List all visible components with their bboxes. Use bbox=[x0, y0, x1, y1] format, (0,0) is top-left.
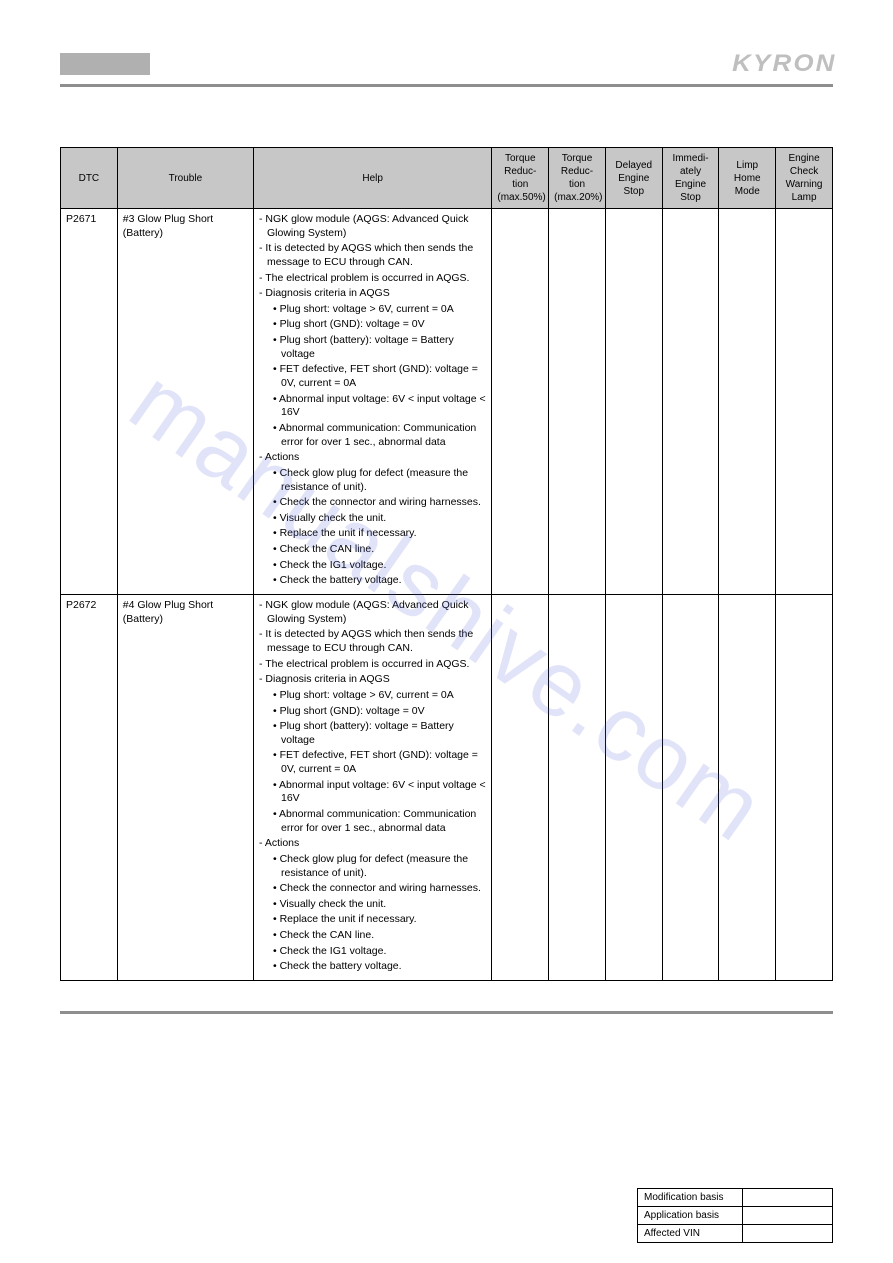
help-bullet-item: • Check glow plug for defect (measure th… bbox=[259, 853, 486, 880]
cell-dtc: P2672 bbox=[61, 595, 118, 981]
help-bullet-item: • Plug short: voltage > 6V, current = 0A bbox=[259, 303, 486, 317]
help-bullet-item: • Check the connector and wiring harness… bbox=[259, 882, 486, 896]
help-dash-item: - The electrical problem is occurred in … bbox=[259, 658, 486, 672]
help-bullet-item: • Abnormal input voltage: 6V < input vol… bbox=[259, 393, 486, 420]
page: KYRON manualshive.com DTC Trouble Help T… bbox=[0, 0, 893, 1263]
help-bullet-item: • Check the CAN line. bbox=[259, 543, 486, 557]
cell-empty bbox=[719, 209, 776, 595]
help-dash-item: - Diagnosis criteria in AQGS bbox=[259, 673, 486, 687]
help-bullet-item: • Check the battery voltage. bbox=[259, 574, 486, 588]
page-header: KYRON bbox=[60, 50, 833, 78]
help-bullet-item: • FET defective, FET short (GND): voltag… bbox=[259, 363, 486, 390]
help-bullet-item: • Replace the unit if necessary. bbox=[259, 527, 486, 541]
cell-dtc: P2671 bbox=[61, 209, 118, 595]
cell-empty bbox=[662, 595, 719, 981]
col-delayed-stop: Delayed Engine Stop bbox=[605, 148, 662, 209]
top-divider bbox=[60, 84, 833, 87]
footer-info-box: Modification basisApplication basisAffec… bbox=[637, 1188, 833, 1243]
help-bullet-item: • Check the CAN line. bbox=[259, 929, 486, 943]
help-dash-item: - NGK glow module (AQGS: Advanced Quick … bbox=[259, 599, 486, 626]
cell-empty bbox=[605, 595, 662, 981]
header-grey-box bbox=[60, 53, 150, 75]
cell-empty bbox=[549, 209, 606, 595]
cell-empty bbox=[549, 595, 606, 981]
help-dash-item: - Actions bbox=[259, 837, 486, 851]
help-bullet-item: • Replace the unit if necessary. bbox=[259, 913, 486, 927]
cell-empty bbox=[492, 595, 549, 981]
help-bullet-item: • FET defective, FET short (GND): voltag… bbox=[259, 749, 486, 776]
col-check-lamp: Engine Check Warning Lamp bbox=[776, 148, 833, 209]
col-limp: Limp Home Mode bbox=[719, 148, 776, 209]
footer-value bbox=[743, 1207, 833, 1225]
help-bullet-item: • Abnormal communication: Communication … bbox=[259, 422, 486, 449]
cell-empty bbox=[719, 595, 776, 981]
cell-empty bbox=[492, 209, 549, 595]
col-torque20: Torque Reduc-tion (max.20%) bbox=[549, 148, 606, 209]
footer-row: Application basis bbox=[638, 1207, 833, 1225]
col-help: Help bbox=[253, 148, 491, 209]
help-dash-item: - It is detected by AQGS which then send… bbox=[259, 628, 486, 655]
help-bullet-item: • Plug short (GND): voltage = 0V bbox=[259, 318, 486, 332]
footer-row: Affected VIN bbox=[638, 1225, 833, 1243]
col-dtc: DTC bbox=[61, 148, 118, 209]
help-bullet-item: • Check the battery voltage. bbox=[259, 960, 486, 974]
cell-empty bbox=[662, 209, 719, 595]
table-row: P2672#4 Glow Plug Short (Battery)- NGK g… bbox=[61, 595, 833, 981]
help-dash-item: - NGK glow module (AQGS: Advanced Quick … bbox=[259, 213, 486, 240]
help-dash-item: - The electrical problem is occurred in … bbox=[259, 272, 486, 286]
help-bullet-item: • Abnormal input voltage: 6V < input vol… bbox=[259, 779, 486, 806]
help-bullet-item: • Visually check the unit. bbox=[259, 512, 486, 526]
footer-label: Application basis bbox=[638, 1207, 743, 1225]
cell-empty bbox=[776, 209, 833, 595]
col-torque50: Torque Reduc-tion (max.50%) bbox=[492, 148, 549, 209]
footer-label: Affected VIN bbox=[638, 1225, 743, 1243]
help-bullet-item: • Check the connector and wiring harness… bbox=[259, 496, 486, 510]
col-trouble: Trouble bbox=[117, 148, 253, 209]
col-immediate-stop: Immedi-ately Engine Stop bbox=[662, 148, 719, 209]
help-bullet-item: • Plug short (battery): voltage = Batter… bbox=[259, 334, 486, 361]
help-bullet-item: • Check glow plug for defect (measure th… bbox=[259, 467, 486, 494]
table-head: DTC Trouble Help Torque Reduc-tion (max.… bbox=[61, 148, 833, 209]
dtc-table: DTC Trouble Help Torque Reduc-tion (max.… bbox=[60, 147, 833, 981]
cell-trouble: #3 Glow Plug Short (Battery) bbox=[117, 209, 253, 595]
footer-row: Modification basis bbox=[638, 1189, 833, 1207]
cell-trouble: #4 Glow Plug Short (Battery) bbox=[117, 595, 253, 981]
footer-label: Modification basis bbox=[638, 1189, 743, 1207]
help-bullet-item: • Visually check the unit. bbox=[259, 898, 486, 912]
cell-help: - NGK glow module (AQGS: Advanced Quick … bbox=[253, 595, 491, 981]
table-row: P2671#3 Glow Plug Short (Battery)- NGK g… bbox=[61, 209, 833, 595]
help-dash-item: - Actions bbox=[259, 451, 486, 465]
brand-logo: KYRON bbox=[732, 50, 836, 78]
table-body: P2671#3 Glow Plug Short (Battery)- NGK g… bbox=[61, 209, 833, 981]
help-bullet-item: • Abnormal communication: Communication … bbox=[259, 808, 486, 835]
help-bullet-item: • Check the IG1 voltage. bbox=[259, 559, 486, 573]
help-bullet-item: • Check the IG1 voltage. bbox=[259, 945, 486, 959]
help-bullet-item: • Plug short: voltage > 6V, current = 0A bbox=[259, 689, 486, 703]
help-bullet-item: • Plug short (GND): voltage = 0V bbox=[259, 705, 486, 719]
help-bullet-item: • Plug short (battery): voltage = Batter… bbox=[259, 720, 486, 747]
help-dash-item: - Diagnosis criteria in AQGS bbox=[259, 287, 486, 301]
bottom-divider bbox=[60, 1011, 833, 1014]
cell-empty bbox=[605, 209, 662, 595]
cell-help: - NGK glow module (AQGS: Advanced Quick … bbox=[253, 209, 491, 595]
help-dash-item: - It is detected by AQGS which then send… bbox=[259, 242, 486, 269]
footer-value bbox=[743, 1225, 833, 1243]
footer-value bbox=[743, 1189, 833, 1207]
cell-empty bbox=[776, 595, 833, 981]
